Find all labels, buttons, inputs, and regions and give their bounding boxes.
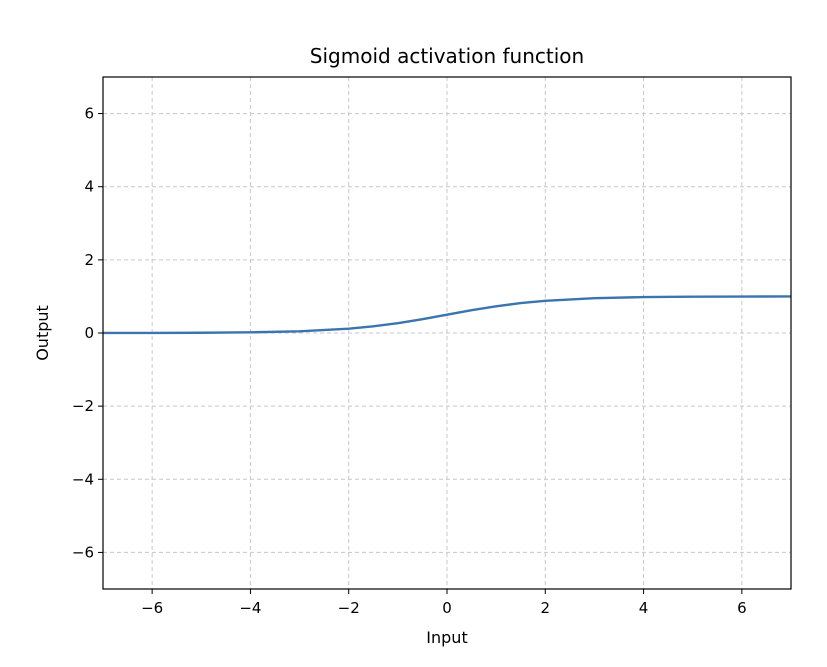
y-axis-label: Output (33, 305, 52, 361)
y-tick-label: 6 (84, 105, 94, 123)
x-tick-label: 4 (639, 599, 649, 617)
y-tick-label: 0 (84, 324, 94, 342)
y-tick-label: −4 (72, 470, 94, 488)
y-tick-label: −6 (72, 543, 94, 561)
x-tick-label: −6 (141, 599, 163, 617)
y-tick-label: −2 (72, 397, 94, 415)
plot-area (102, 295, 792, 335)
x-tick-label: 6 (737, 599, 747, 617)
chart-title: Sigmoid activation function (310, 44, 584, 68)
x-tick-label: −4 (239, 599, 261, 617)
axis-ticks: −6 −4 −2 0 2 4 6 −6 −4 −2 0 2 4 6 (72, 105, 747, 617)
series-line-sigmoid (102, 295, 792, 335)
x-tick-label: 0 (442, 599, 452, 617)
y-tick-label: 2 (84, 251, 94, 269)
x-axis-label: Input (426, 628, 467, 647)
x-tick-label: −2 (338, 599, 360, 617)
x-tick-label: 2 (541, 599, 551, 617)
y-tick-label: 4 (84, 178, 94, 196)
